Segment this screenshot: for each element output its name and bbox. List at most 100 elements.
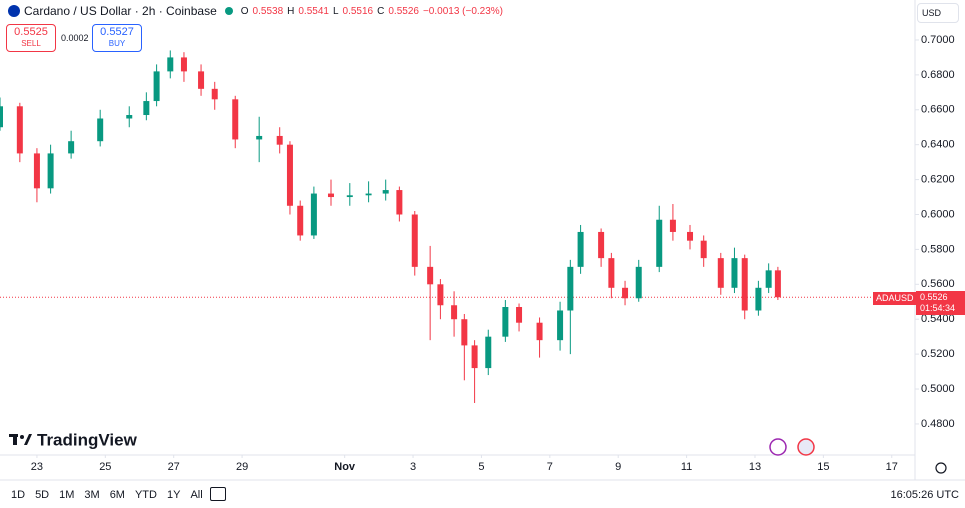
candle-body (687, 231, 694, 241)
candle-body (286, 144, 293, 206)
x-tick-label: 29 (236, 461, 248, 473)
last-price-tag: 0.5526 01:54:34 (916, 291, 965, 315)
candle-body (502, 306, 509, 337)
range-button[interactable]: 3M (84, 489, 100, 501)
candle-body (765, 270, 772, 288)
candle-body (143, 101, 150, 116)
candle-body (656, 219, 663, 267)
last-price: 0.5526 (920, 292, 948, 302)
x-tick-label: 25 (99, 461, 111, 473)
y-tick-label: 0.5000 (921, 383, 955, 395)
y-tick-label: 0.4800 (921, 418, 955, 430)
h-value: 0.5541 (298, 5, 329, 17)
candle-body (485, 336, 492, 369)
buy-price: 0.5527 (100, 26, 134, 38)
y-tick-label: 0.6400 (921, 139, 955, 151)
market-status (224, 7, 233, 15)
currency-select[interactable]: USD (917, 3, 959, 23)
range-button[interactable]: 1M (59, 489, 75, 501)
y-tick-label: 0.6600 (921, 104, 955, 116)
o-label: O (240, 5, 249, 17)
candle-body (346, 195, 353, 198)
buy-label: BUY (108, 39, 126, 48)
symbol-title: Cardano / US Dollar · 2h · Coinbase (24, 4, 217, 18)
candle-body (567, 266, 574, 311)
x-tick-label: 17 (886, 461, 898, 473)
range-button[interactable]: YTD (134, 489, 157, 501)
range-button[interactable]: 6M (109, 489, 125, 501)
range-toolbar: 1D 5D 1M 3M 6M YTD 1Y All (11, 489, 203, 501)
range-button[interactable]: All (190, 489, 203, 501)
range-button[interactable]: 1D (11, 489, 26, 501)
candle-body (276, 135, 283, 145)
x-tick-label: 3 (410, 461, 416, 473)
clock: 16:05:26 UTC (890, 489, 959, 501)
x-tick-label: 7 (547, 461, 553, 473)
sell-button[interactable]: 0.5525 SELL (6, 24, 56, 52)
candle-body (700, 240, 707, 259)
candle-body (211, 88, 218, 100)
c-value: 0.5526 (388, 5, 419, 17)
candle-body (47, 153, 54, 189)
candle-body (608, 258, 615, 288)
range-button[interactable]: 5D (35, 489, 50, 501)
symbol-tag: ADAUSD (873, 292, 917, 305)
x-tick-label: 27 (168, 461, 180, 473)
y-tick-label: 0.7000 (921, 34, 955, 46)
x-tick-label: 11 (681, 461, 692, 473)
candle-body (577, 231, 584, 267)
y-tick-label: 0.6800 (921, 69, 955, 81)
candle-body (635, 266, 642, 299)
change: −0.0013 (−0.23%) (422, 5, 504, 17)
candle-body (327, 193, 334, 198)
sell-price: 0.5525 (14, 26, 48, 38)
candle-body (0, 106, 3, 128)
candle-body (437, 284, 444, 306)
settings-icon[interactable] (935, 462, 947, 474)
candle-body (471, 345, 478, 369)
candle-body (557, 310, 564, 341)
candle-body (97, 118, 104, 142)
candle-body (411, 214, 418, 267)
candle-body (755, 287, 762, 311)
candle-body (16, 106, 23, 154)
candle-body (717, 258, 724, 288)
candle-body (256, 135, 263, 140)
x-tick-label: 9 (615, 461, 621, 473)
y-tick-label: 0.5400 (921, 313, 955, 325)
range-button[interactable]: 1Y (166, 489, 181, 501)
tv-logo (9, 434, 32, 445)
countdown: 01:54:34 (920, 303, 956, 313)
candle-body (180, 57, 187, 72)
x-tick-label: 13 (749, 461, 761, 473)
header: Cardano / US Dollar · 2h · Coinbase O 0.5… (8, 4, 503, 18)
buy-button[interactable]: 0.5527 BUY (92, 24, 142, 52)
candle-body (461, 319, 468, 346)
y-tick-label: 0.5600 (921, 278, 955, 290)
y-tick-label: 0.5200 (921, 348, 955, 360)
candle-body (731, 258, 738, 288)
candle-body (382, 190, 389, 194)
x-tick-label: 15 (817, 461, 829, 473)
event-icon[interactable] (769, 438, 787, 456)
date-range-icon[interactable] (210, 487, 226, 501)
candle-body (153, 71, 160, 102)
candle-body (33, 153, 40, 189)
l-value: 0.5516 (342, 5, 374, 17)
y-tick-label: 0.6000 (921, 208, 955, 220)
candle-body (396, 190, 403, 215)
h-label: H (287, 5, 295, 17)
y-tick-label: 0.5800 (921, 243, 955, 255)
y-tick-label: 0.6200 (921, 173, 955, 185)
c-label: C (377, 5, 385, 17)
candle-body (536, 322, 543, 341)
o-value: 0.5538 (252, 5, 284, 17)
flag-icon[interactable] (797, 438, 815, 456)
x-tick-label: Nov (334, 461, 356, 473)
x-tick-label: 5 (478, 461, 484, 473)
candle-body (427, 266, 434, 285)
candle-body (310, 193, 317, 236)
candle-body (669, 219, 676, 232)
candle-body (126, 115, 133, 119)
